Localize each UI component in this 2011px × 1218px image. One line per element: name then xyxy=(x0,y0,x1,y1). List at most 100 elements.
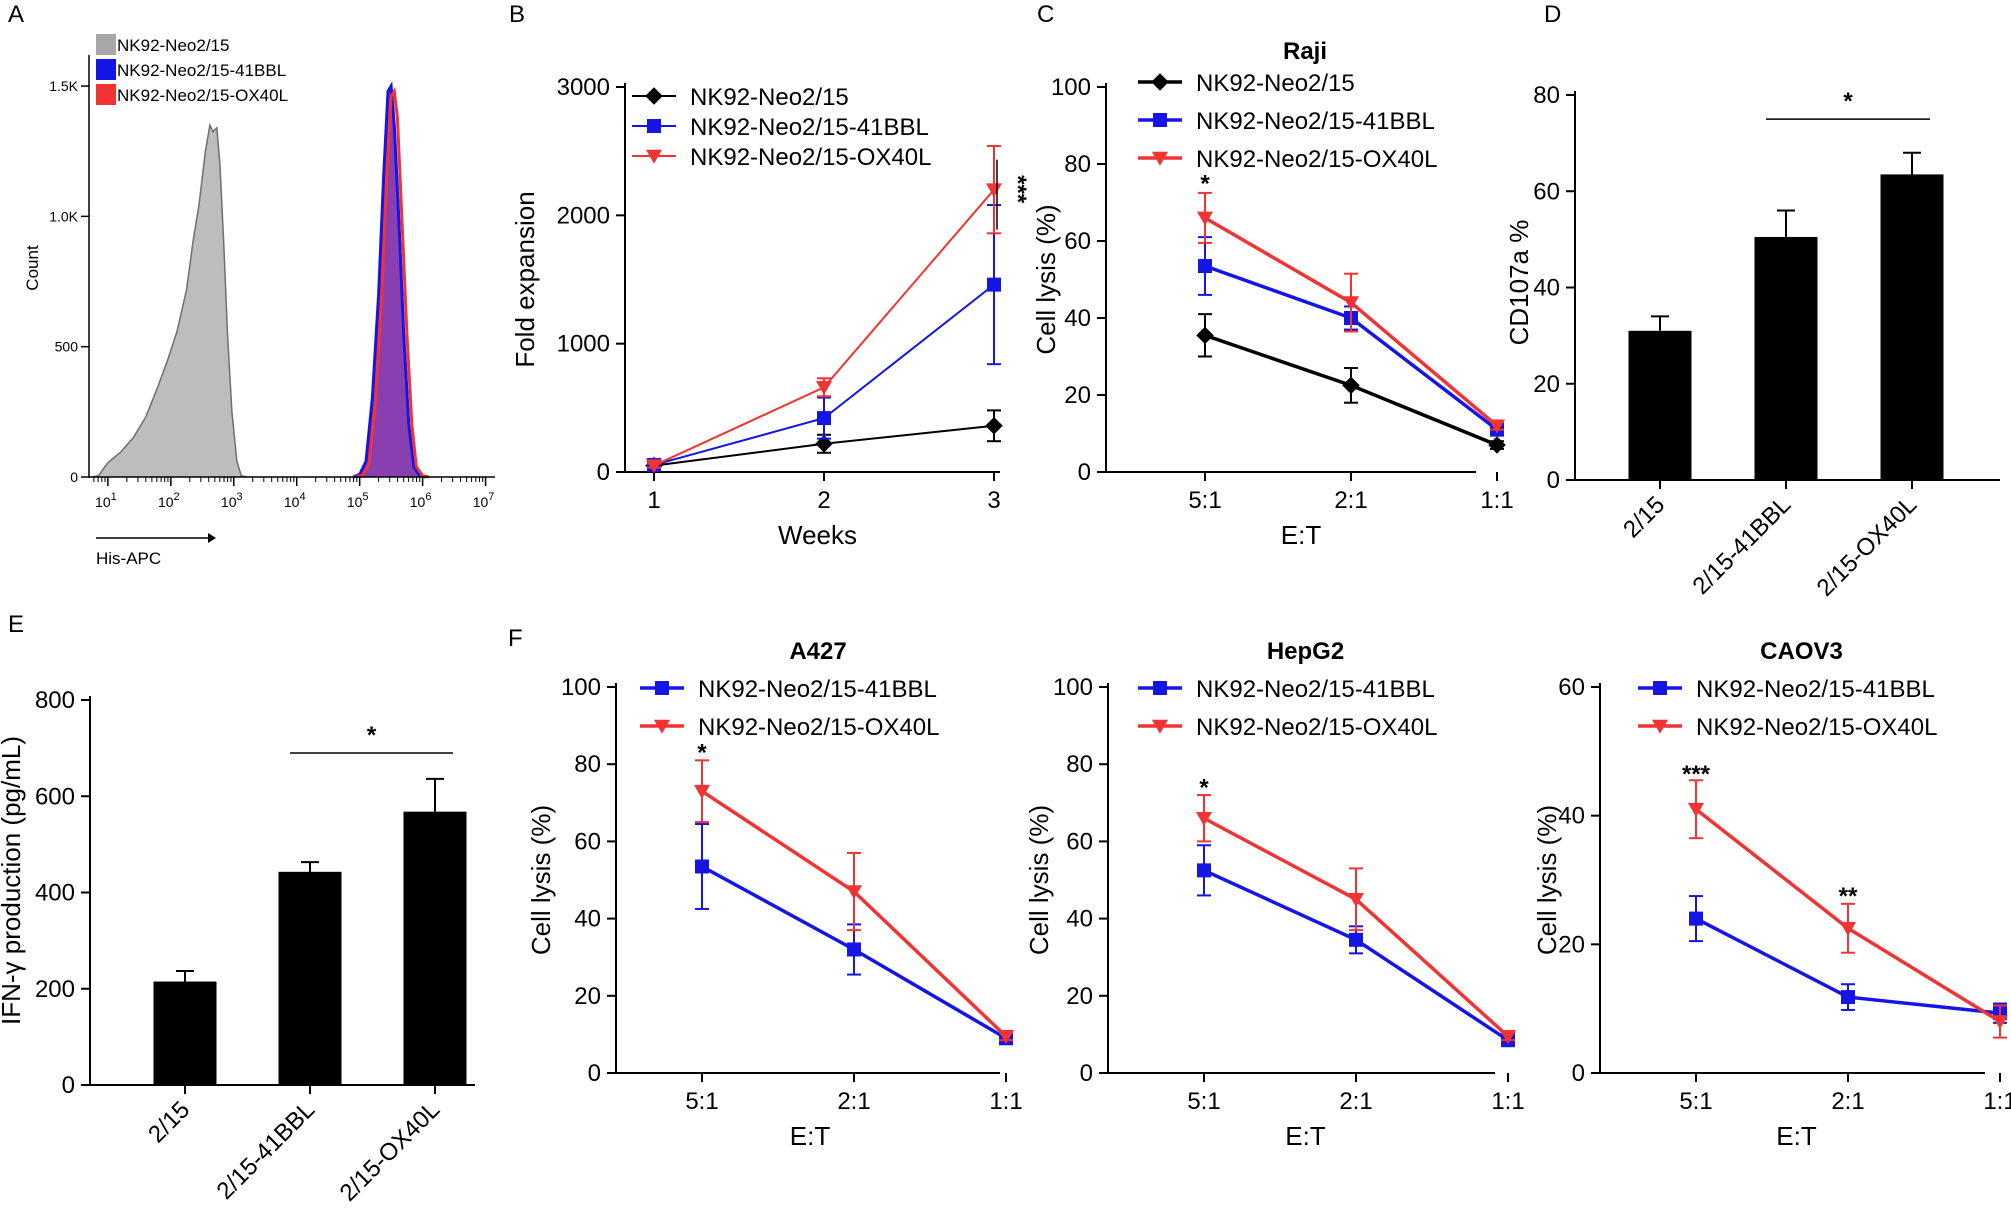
data-point-nk92-neo2-15-41bbl xyxy=(1689,911,1703,926)
histogram-curve-nk92-neo2-15-ox40l xyxy=(356,86,430,479)
data-point-nk92-neo2-15-ox40l xyxy=(997,1030,1015,1045)
panel-label-d: D xyxy=(1544,1,1561,28)
data-point-nk92-neo2-15-41bbl xyxy=(987,277,1001,292)
x-tick-label: 2/15-OX40L xyxy=(1812,491,1923,602)
significance-label: *** xyxy=(1682,761,1711,788)
chart-title: A427 xyxy=(789,638,846,665)
x-tick-label: 2/15-41BBL xyxy=(212,1096,321,1205)
x-tick-label: 2:1 xyxy=(1334,487,1367,514)
y-tick-label: 1000 xyxy=(557,331,610,358)
y-tick-label: 100 xyxy=(1053,674,1093,701)
y-tick-label: 100 xyxy=(1051,74,1091,101)
x-tick-label: 102 xyxy=(158,491,180,510)
data-point-nk92-neo2-15-ox40l xyxy=(1342,296,1360,311)
x-tick-label: 1:1 xyxy=(1491,1088,1524,1115)
y-tick-label: 40 xyxy=(1558,803,1585,830)
y-axis-title: Cell lysis (%) xyxy=(526,805,556,955)
data-point-nk92-neo2-15-ox40l xyxy=(1499,1030,1517,1045)
y-tick-label: 800 xyxy=(35,687,75,714)
series-nk92-neo2-15-ox40l xyxy=(645,145,1003,474)
x-tick-label: 5:1 xyxy=(1679,1088,1712,1115)
x-tick-label: 3 xyxy=(987,487,1000,514)
x-axis-title: E:T xyxy=(1281,520,1322,550)
y-tick-label: 20 xyxy=(1558,931,1585,958)
x-tick-exponent: 7 xyxy=(488,491,494,503)
y-tick-label: 500 xyxy=(55,339,79,355)
y-axis-title: Cell lysis (%) xyxy=(1532,805,1562,955)
x-axis-title: E:T xyxy=(1776,1121,1817,1151)
x-tick-base: 10 xyxy=(221,494,237,510)
legend-label-nk92-neo2-15-41bbl: NK92-Neo2/15-41BBL xyxy=(117,61,286,80)
legend-label-nk92-neo2-15: NK92-Neo2/15 xyxy=(117,36,229,55)
legend-marker xyxy=(655,681,669,695)
y-tick-label: 0 xyxy=(588,1060,601,1087)
y-axis-title: IFN-γ production (pg/mL) xyxy=(0,736,26,1025)
data-point-nk92-neo2-15 xyxy=(1196,326,1214,345)
bar-2-15-ox40l xyxy=(1880,174,1944,480)
y-tick-label: 40 xyxy=(1064,305,1091,332)
y-tick-label: 20 xyxy=(1066,983,1093,1010)
x-tick-label: 1:1 xyxy=(989,1088,1022,1115)
y-tick-label: 0 xyxy=(1080,1060,1093,1087)
legend-marker xyxy=(1153,681,1167,695)
y-tick-label: 200 xyxy=(35,976,75,1003)
legend-label-nk92-neo2-15-41bbl: NK92-Neo2/15-41BBL xyxy=(1196,108,1435,135)
series-nk92-neo2-15-41bbl xyxy=(647,204,1001,472)
x-tick-exponent: 4 xyxy=(299,491,305,503)
x-axis-title: Weeks xyxy=(778,520,857,550)
y-tick-label: 60 xyxy=(574,828,601,855)
significance-label: *** xyxy=(1004,175,1031,204)
legend-label-nk92-neo2-15-ox40l: NK92-Neo2/15-OX40L xyxy=(1696,714,1937,741)
histogram-fill-nk92-neo2-15 xyxy=(92,125,247,477)
data-point-nk92-neo2-15-41bbl xyxy=(1198,259,1212,274)
y-axis-title: CD107a % xyxy=(1504,220,1534,346)
y-tick-label: 20 xyxy=(574,983,601,1010)
y-tick-label: 0 xyxy=(1547,467,1560,494)
x-tick-base: 10 xyxy=(347,494,363,510)
significance-label: * xyxy=(1843,88,1853,115)
x-tick-label: 5:1 xyxy=(685,1088,718,1115)
significance-label: * xyxy=(367,722,377,749)
data-point-nk92-neo2-15-ox40l xyxy=(693,784,711,799)
data-point-nk92-neo2-15 xyxy=(1488,436,1506,454)
y-tick-label: 3000 xyxy=(557,74,610,101)
legend-swatch-nk92-neo2-15-ox40l xyxy=(96,84,116,105)
panel-label-b: B xyxy=(509,1,525,28)
panel-c-line-chart: 0 20 40 60 80 100 5:1 2:1 1:1 E:T Cell lysis (%) Ra… xyxy=(1031,38,1514,550)
x-tick-exponent: 3 xyxy=(237,491,243,503)
bar-2-15 xyxy=(153,981,217,1085)
legend-label-nk92-neo2-15-ox40l: NK92-Neo2/15-OX40L xyxy=(690,144,931,171)
x-tick-label: 5:1 xyxy=(1187,1088,1220,1115)
legend-label-nk92-neo2-15: NK92-Neo2/15 xyxy=(690,84,849,111)
panel-f3-line-chart: 0 20 40 60 5:1 2:1 1:1 E:T Cell lysis (%) CAOV3 NK… xyxy=(1532,638,2011,1151)
legend-marker xyxy=(1151,151,1169,166)
y-tick-label: 40 xyxy=(574,906,601,933)
legend-label-nk92-neo2-15-41bbl: NK92-Neo2/15-41BBL xyxy=(1196,676,1435,703)
legend-marker xyxy=(645,149,663,164)
bar-2-15-41bbl xyxy=(278,871,342,1085)
legend-label-nk92-neo2-15-ox40l: NK92-Neo2/15-OX40L xyxy=(1196,714,1437,741)
data-point-nk92-neo2-15-41bbl xyxy=(1197,863,1211,878)
data-point-nk92-neo2-15-ox40l xyxy=(1687,802,1705,817)
legend-swatch-nk92-neo2-15 xyxy=(96,34,116,55)
panel-f1-line-chart: 0 20 40 60 80 100 5:1 2:1 1:1 E:T Cell lysis (%) A4… xyxy=(526,638,1023,1151)
series-nk92-neo2-15-ox40l xyxy=(1195,794,1517,1045)
panel-d-bar-chart: 0 20 40 60 80 2/15 2/15-41BBL 2/15-OX40L CD107a … xyxy=(1504,82,2000,602)
y-tick-label: 600 xyxy=(35,783,75,810)
x-tick-exponent: 2 xyxy=(174,491,180,503)
legend-label-nk92-neo2-15-ox40l: NK92-Neo2/15-OX40L xyxy=(117,86,288,105)
data-point-nk92-neo2-15-41bbl xyxy=(1841,990,1855,1005)
legend-label-nk92-neo2-15-ox40l: NK92-Neo2/15-OX40L xyxy=(1196,146,1437,173)
y-tick-label: 1.0K xyxy=(49,208,78,224)
panel-label-c: C xyxy=(1037,1,1054,28)
x-tick-label: 1 xyxy=(647,487,660,514)
legend-label-nk92-neo2-15: NK92-Neo2/15 xyxy=(1196,70,1355,97)
data-point-nk92-neo2-15-ox40l xyxy=(815,381,833,395)
bar-2-15-41bbl xyxy=(1754,236,1818,480)
panel-label-e: E xyxy=(8,611,24,638)
data-point-nk92-neo2-15-ox40l xyxy=(1488,419,1506,434)
data-point-nk92-neo2-15-41bbl xyxy=(847,942,861,957)
y-tick-label: 20 xyxy=(1533,371,1560,398)
